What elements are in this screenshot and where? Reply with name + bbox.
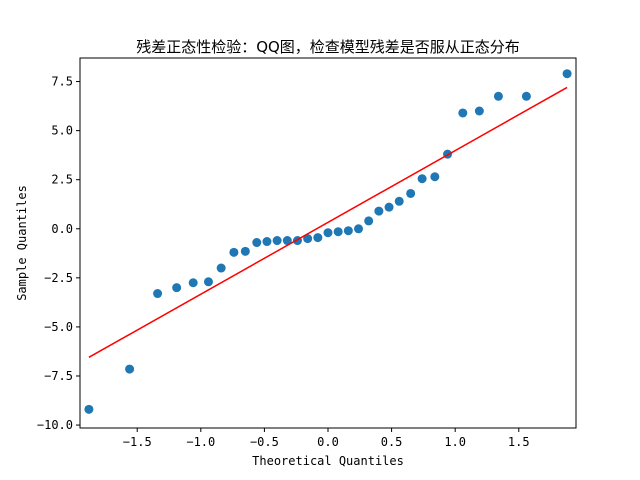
sample-point bbox=[354, 224, 364, 234]
x-tick-label: 0.0 bbox=[317, 435, 339, 449]
sample-point bbox=[229, 247, 239, 257]
x-tick-label: −1.5 bbox=[123, 435, 152, 449]
sample-point bbox=[240, 246, 250, 256]
sample-point bbox=[172, 283, 182, 293]
y-tick-label: −10.0 bbox=[37, 418, 73, 432]
sample-point bbox=[406, 188, 416, 198]
y-tick-label: −5.0 bbox=[44, 320, 73, 334]
sample-point bbox=[282, 236, 292, 246]
sample-point bbox=[394, 196, 404, 206]
y-tick-label: 5.0 bbox=[51, 124, 73, 138]
sample-point bbox=[153, 289, 163, 299]
sample-point bbox=[188, 278, 198, 288]
y-axis-label: Sample Quantiles bbox=[15, 185, 29, 301]
sample-point bbox=[323, 228, 333, 238]
sample-point bbox=[374, 206, 384, 216]
sample-point bbox=[343, 226, 353, 236]
sample-point bbox=[272, 236, 282, 246]
y-tick-label: 7.5 bbox=[51, 75, 73, 89]
sample-point bbox=[125, 364, 135, 374]
sample-point bbox=[216, 263, 226, 273]
y-axis: −10.0 −7.5 −5.0 −2.5 0.0 2.5 5.0 7.5 bbox=[37, 75, 80, 432]
x-tick-label: 0.5 bbox=[381, 435, 403, 449]
series-layer bbox=[84, 69, 572, 414]
sample-point bbox=[493, 91, 503, 101]
sample-point bbox=[521, 91, 531, 101]
sample-point bbox=[417, 174, 427, 184]
x-tick-label: 1.5 bbox=[508, 435, 530, 449]
sample-point bbox=[84, 404, 94, 414]
x-tick-label: 1.0 bbox=[444, 435, 466, 449]
y-tick-label: 2.5 bbox=[51, 173, 73, 187]
x-axis: −1.5 −1.0 −0.5 0.0 0.5 1.0 1.5 bbox=[123, 428, 530, 449]
sample-point bbox=[364, 216, 374, 226]
sample-point bbox=[384, 202, 394, 212]
y-tick-label: 0.0 bbox=[51, 222, 73, 236]
x-axis-label: Theoretical Quantiles bbox=[252, 454, 404, 468]
reference-line bbox=[88, 86, 568, 358]
sample-point bbox=[333, 227, 343, 237]
sample-point bbox=[474, 106, 484, 116]
sample-point bbox=[313, 233, 323, 243]
x-tick-label: −1.0 bbox=[186, 435, 215, 449]
sample-point bbox=[430, 172, 440, 182]
sample-point bbox=[562, 69, 572, 79]
plot-area bbox=[79, 57, 577, 429]
plot-frame bbox=[79, 57, 577, 429]
sample-point bbox=[203, 277, 213, 287]
y-tick-label: −7.5 bbox=[44, 369, 73, 383]
sample-point bbox=[252, 238, 262, 248]
sample-point bbox=[262, 237, 272, 247]
x-tick-label: −0.5 bbox=[250, 435, 279, 449]
sample-point bbox=[303, 234, 313, 244]
y-tick-label: −2.5 bbox=[44, 271, 73, 285]
chart-title: 残差正态性检验：QQ图，检查模型残差是否服从正态分布 bbox=[136, 38, 520, 56]
sample-point bbox=[458, 108, 468, 118]
